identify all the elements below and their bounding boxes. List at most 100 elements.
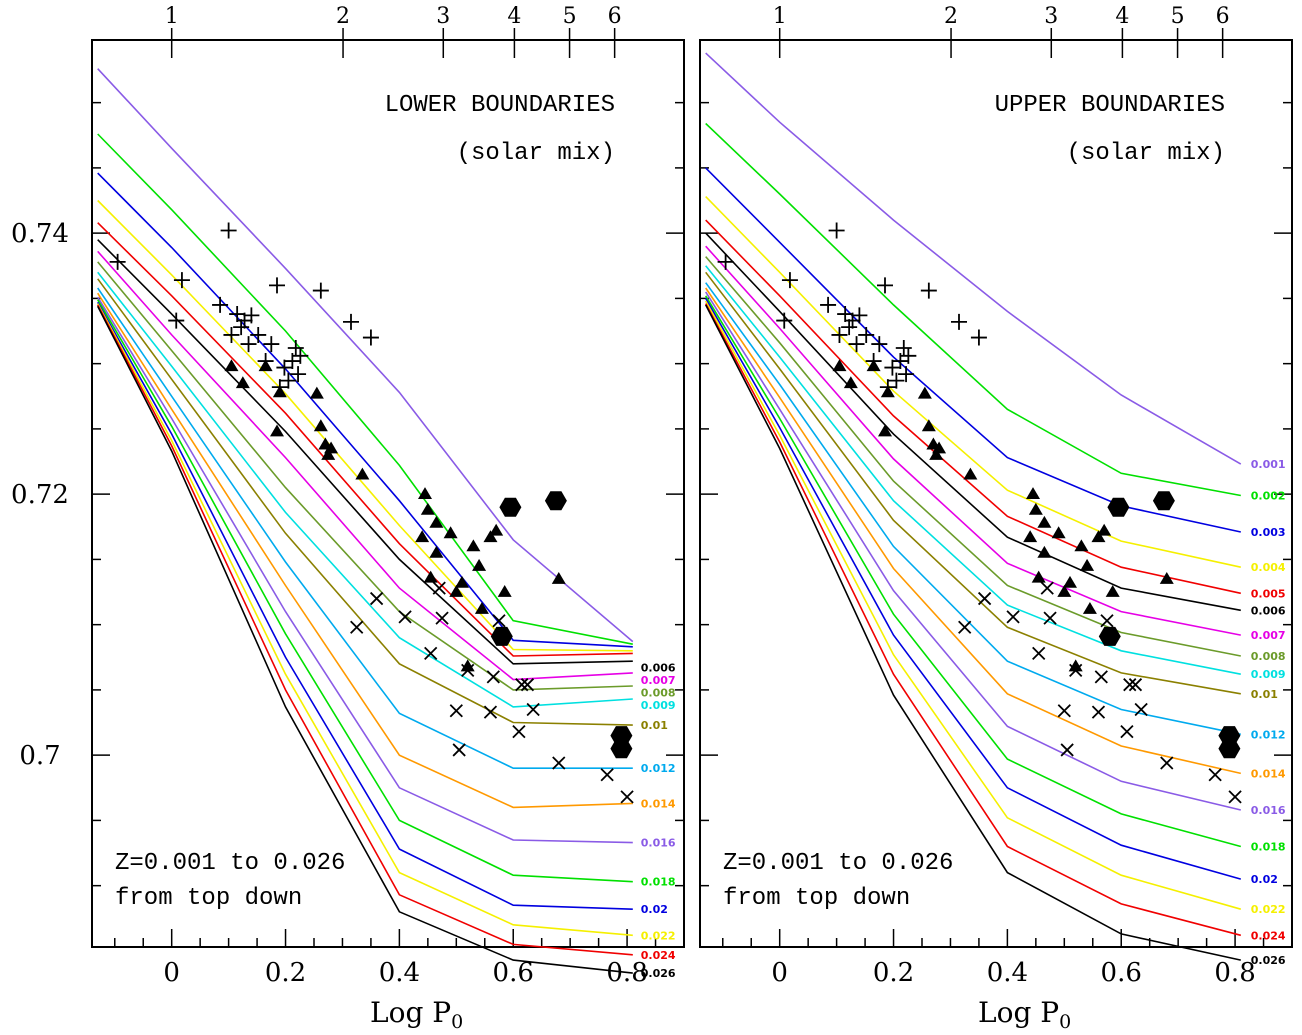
triangle-marker: [272, 385, 287, 398]
triangle-marker: [429, 545, 444, 558]
triangle-marker: [1082, 601, 1097, 614]
triangle-marker: [466, 539, 481, 552]
plus-marker: [343, 313, 359, 330]
triangle-marker: [917, 386, 932, 399]
plus-marker: [280, 372, 297, 389]
panel-title: LOWER BOUNDARIES: [385, 92, 615, 119]
plus-marker: [109, 253, 126, 270]
z-label-0.003: 0.003: [1251, 526, 1286, 539]
triangle-marker: [1051, 526, 1066, 539]
z-label-0.026: 0.026: [641, 967, 676, 980]
cross-marker: [432, 581, 446, 595]
triangle-marker: [235, 376, 250, 389]
triangle-marker: [460, 659, 475, 672]
z-label-0.002: 0.002: [1251, 489, 1286, 502]
z-line-0.012: [97, 287, 633, 770]
cross-marker: [1100, 614, 1114, 628]
cross-marker: [512, 725, 526, 739]
z-line-0.004: [97, 199, 633, 652]
x-axis-title-sub: 0: [451, 1011, 463, 1033]
triangle-marker: [489, 523, 504, 536]
z-line-0.009: [97, 271, 633, 708]
top-tick-label: 3: [436, 4, 450, 29]
top-tick-label: 5: [563, 4, 577, 29]
cross-marker: [398, 610, 412, 624]
triangle-marker: [843, 376, 858, 389]
triangle-marker: [474, 601, 489, 614]
plus-marker: [877, 277, 893, 294]
triangle-marker: [1074, 539, 1089, 552]
z-label-0.016: 0.016: [1251, 804, 1286, 817]
order-note: from top down: [723, 885, 910, 912]
hexagon-marker: [499, 497, 522, 517]
plus-marker: [951, 313, 967, 330]
x-tick-label: 0.2: [873, 958, 914, 988]
cross-marker: [435, 611, 449, 625]
z-label-0.018: 0.018: [641, 876, 676, 889]
cross-marker: [369, 591, 384, 606]
z-line-0.004: [705, 196, 1241, 568]
z-line-0.01: [705, 271, 1241, 695]
triangle-marker: [449, 585, 464, 597]
triangle-marker: [270, 424, 284, 437]
plus-marker: [276, 359, 293, 376]
plus-marker: [970, 329, 987, 346]
triangle-marker: [355, 467, 370, 480]
triangle-marker: [1031, 570, 1046, 583]
x-tick-label: 0.4: [987, 958, 1028, 988]
plus-marker: [220, 222, 237, 239]
triangle-marker: [455, 575, 469, 588]
triangle-marker: [1068, 659, 1083, 672]
y-tick-label: 0.74: [11, 219, 69, 249]
triangle-marker: [932, 441, 947, 454]
plus-marker: [776, 312, 793, 329]
z-line-0.018: [97, 299, 633, 883]
triangle-marker: [1023, 530, 1038, 543]
x-axis-title-main: Log P: [370, 996, 451, 1029]
z-line-0.016: [705, 291, 1241, 811]
cross-marker: [1057, 704, 1071, 718]
plus-marker: [837, 306, 854, 323]
plus-marker: [250, 326, 267, 343]
plus-marker: [229, 306, 246, 323]
plus-marker: [717, 253, 734, 270]
cross-marker: [1160, 756, 1174, 770]
top-tick-label: 6: [608, 4, 622, 29]
triangle-marker: [832, 359, 847, 372]
cross-marker: [1228, 790, 1242, 804]
plus-marker: [233, 319, 250, 336]
z-line-0.001: [705, 52, 1242, 465]
plus-marker: [820, 296, 837, 313]
plus-marker: [290, 366, 307, 383]
z-label-0.009: 0.009: [641, 699, 676, 712]
triangle-marker: [309, 386, 324, 399]
plus-marker: [851, 307, 868, 324]
cross-marker: [552, 756, 566, 770]
hexagon-marker: [1098, 626, 1121, 646]
triangle-marker: [880, 385, 895, 398]
z-label-0.024: 0.024: [641, 949, 676, 962]
x-axis-title-sub: 0: [1059, 1011, 1071, 1033]
cross-marker: [1128, 678, 1143, 692]
z-line-0.012: [705, 282, 1241, 736]
cross-marker: [1208, 768, 1222, 782]
triangle-marker: [1097, 523, 1112, 536]
z-label-0.02: 0.02: [641, 903, 668, 916]
z-label-0.006: 0.006: [1251, 604, 1286, 617]
triangle-marker: [1080, 558, 1095, 571]
z-range-note: Z=0.001 to 0.026: [115, 850, 345, 877]
z-line-0.024: [96, 304, 633, 956]
z-range-note: Z=0.001 to 0.026: [723, 850, 953, 877]
y-tick-label: 0.7: [19, 741, 60, 771]
z-label-0.01: 0.01: [1251, 688, 1278, 701]
triangle-marker: [429, 515, 444, 528]
x-tick-label: 0.2: [265, 958, 306, 988]
z-line-0.01: [97, 278, 633, 726]
top-tick-label: 1: [773, 4, 787, 29]
z-label-0.014: 0.014: [1251, 767, 1286, 780]
z-label-0.022: 0.022: [1251, 903, 1286, 916]
plus-marker: [212, 296, 229, 313]
triangle-marker: [866, 359, 881, 372]
z-line-0.022: [96, 303, 633, 937]
